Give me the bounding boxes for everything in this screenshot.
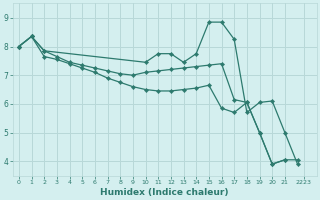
X-axis label: Humidex (Indice chaleur): Humidex (Indice chaleur) — [100, 188, 229, 197]
